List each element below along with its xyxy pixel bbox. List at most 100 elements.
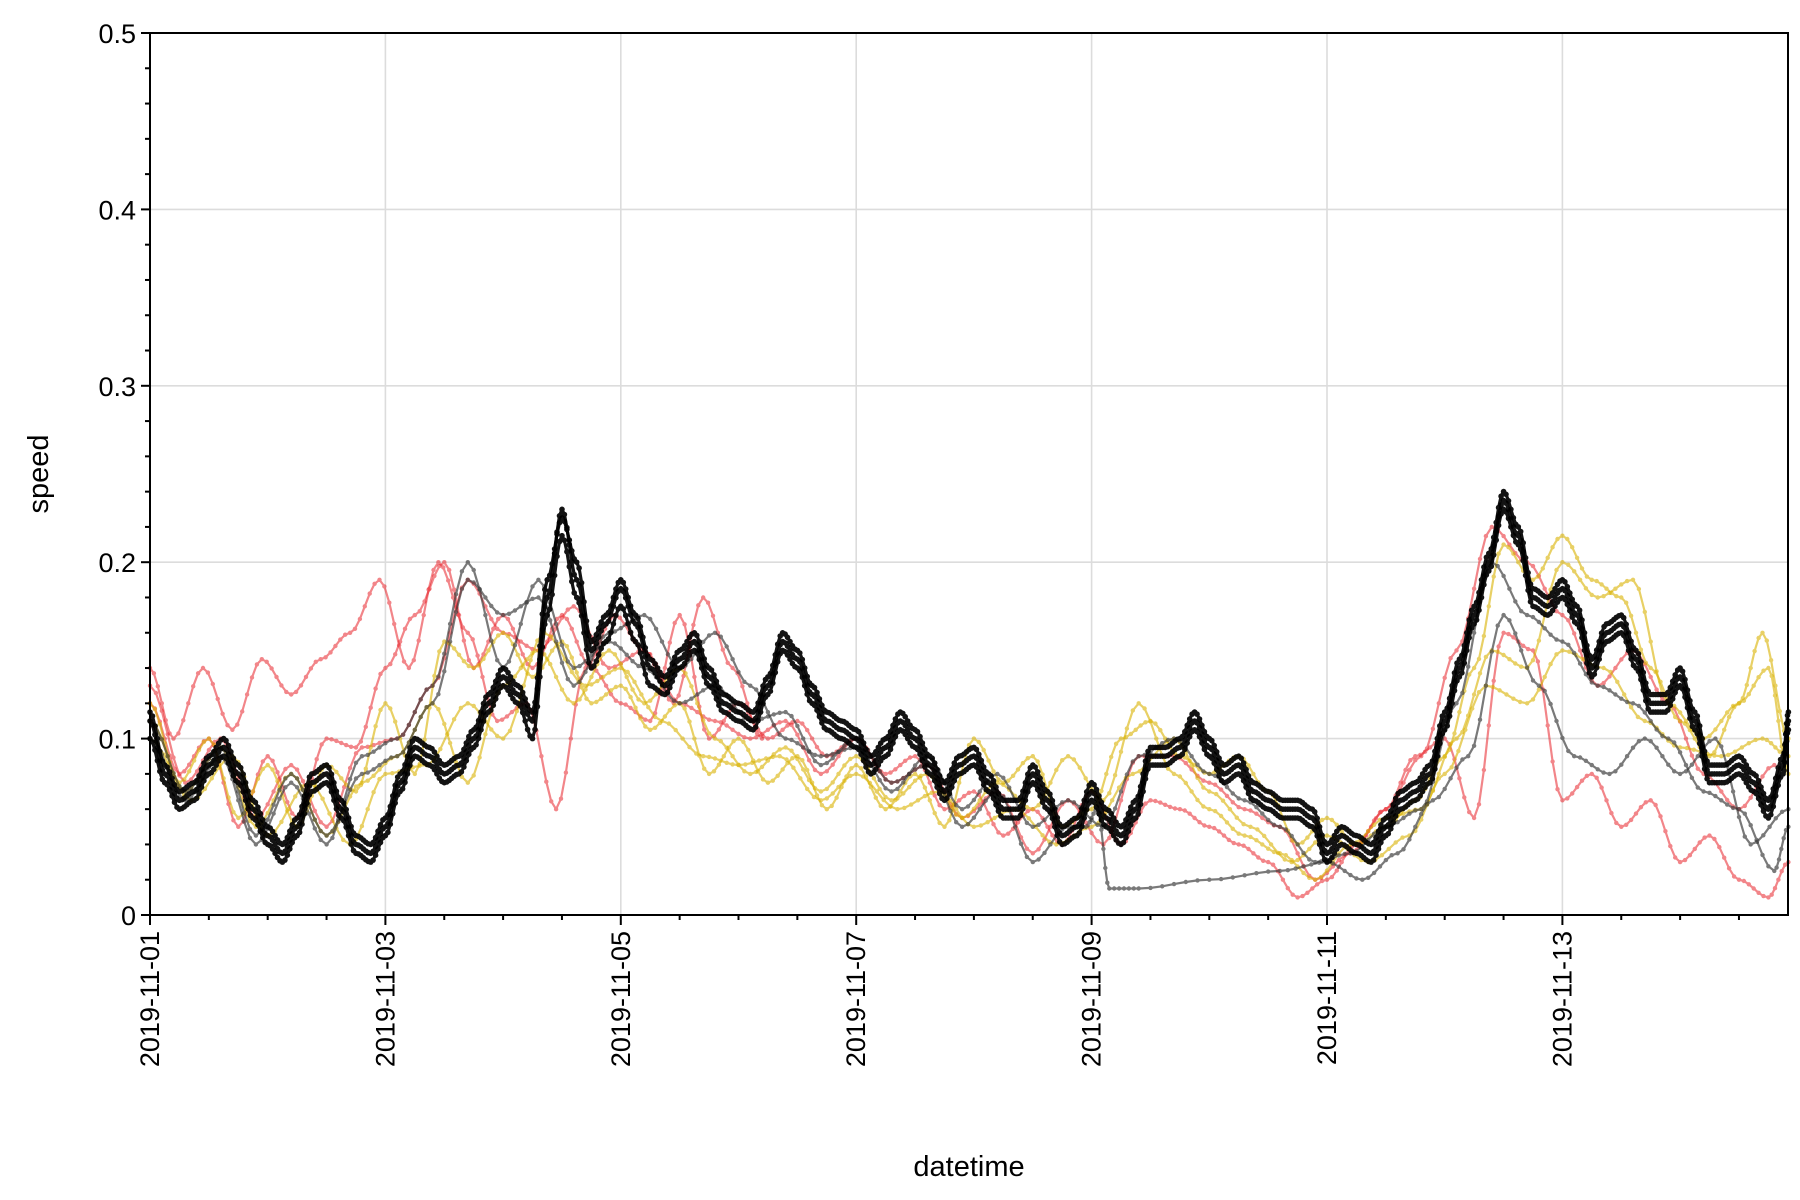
data-point	[673, 727, 678, 733]
data-point	[990, 777, 997, 784]
data-point	[589, 682, 594, 687]
data-point	[1751, 683, 1756, 688]
data-point	[1342, 851, 1347, 857]
data-point	[624, 652, 629, 657]
data-point	[524, 657, 529, 662]
data-point	[1336, 857, 1342, 863]
data-point	[694, 650, 700, 656]
data-point	[1764, 737, 1770, 743]
data-point	[318, 657, 323, 662]
data-point	[1331, 832, 1338, 839]
data-point	[407, 744, 413, 751]
data-point	[252, 817, 259, 823]
data-point	[581, 599, 587, 605]
data-point	[471, 580, 476, 585]
data-point	[971, 789, 977, 794]
data-point	[1182, 746, 1188, 753]
data-point	[965, 804, 971, 809]
data-point	[993, 802, 999, 808]
data-point	[1452, 731, 1457, 736]
data-point	[890, 740, 896, 746]
data-point	[854, 754, 859, 759]
data-point	[1160, 884, 1165, 889]
data-point	[459, 569, 465, 574]
data-point	[1471, 743, 1477, 748]
data-point	[1619, 762, 1624, 767]
data-point	[1477, 556, 1483, 562]
data-point	[1584, 574, 1590, 579]
data-point	[1295, 895, 1300, 900]
data-point	[1572, 569, 1577, 574]
data-point	[571, 590, 577, 596]
data-point	[1126, 886, 1132, 891]
data-point	[1584, 642, 1590, 649]
data-point	[954, 803, 959, 808]
data-point	[275, 770, 280, 775]
data-point	[1118, 736, 1124, 741]
data-point	[878, 803, 883, 809]
data-point	[1214, 791, 1219, 797]
data-point	[1419, 811, 1424, 817]
data-point	[171, 771, 176, 776]
data-point	[331, 779, 337, 786]
data-point	[1167, 804, 1173, 810]
data-point	[965, 813, 971, 818]
data-point	[1699, 735, 1705, 742]
data-point	[1507, 586, 1512, 591]
data-point	[569, 578, 575, 585]
data-point	[1154, 736, 1159, 741]
data-point	[1248, 834, 1253, 840]
data-point	[1701, 766, 1708, 772]
data-point	[1207, 877, 1212, 882]
data-point	[1540, 566, 1546, 571]
data-point	[194, 769, 200, 774]
data-point	[1741, 878, 1747, 884]
data-point	[1467, 672, 1472, 677]
data-point	[824, 760, 829, 766]
data-point	[895, 786, 900, 792]
data-point	[1110, 815, 1117, 821]
data-point	[1577, 648, 1583, 653]
data-point	[724, 723, 729, 728]
data-point	[1216, 829, 1222, 834]
data-point	[1148, 798, 1153, 803]
data-point	[1719, 718, 1724, 724]
data-point	[548, 661, 553, 667]
data-point	[576, 599, 582, 606]
data-point	[1451, 670, 1458, 676]
data-point	[1490, 684, 1496, 690]
data-point	[1530, 678, 1536, 683]
data-point	[1601, 684, 1606, 690]
data-point	[1417, 775, 1423, 781]
data-point	[571, 604, 576, 609]
data-point	[623, 702, 628, 707]
data-point	[1047, 791, 1053, 797]
data-point	[1236, 831, 1241, 836]
data-point	[492, 678, 499, 685]
data-point	[1216, 773, 1222, 779]
data-point	[1348, 872, 1353, 878]
data-point	[1012, 824, 1018, 829]
data-point	[1511, 551, 1516, 556]
data-point	[499, 717, 505, 722]
data-point	[1630, 745, 1636, 750]
data-point	[892, 733, 899, 740]
data-point	[1560, 533, 1565, 538]
data-point	[1572, 754, 1577, 759]
data-point	[406, 722, 412, 728]
data-point	[772, 669, 779, 676]
data-point	[1081, 815, 1087, 821]
data-point	[712, 718, 718, 724]
data-point	[706, 633, 712, 638]
data-point	[171, 755, 176, 760]
data-point	[358, 739, 364, 744]
data-point	[912, 778, 918, 783]
data-point	[1079, 823, 1085, 830]
data-point	[529, 709, 536, 715]
data-point	[569, 626, 574, 631]
data-point	[1462, 795, 1467, 800]
data-point	[348, 744, 354, 749]
data-point	[637, 650, 644, 656]
data-point	[912, 754, 918, 759]
data-point	[1607, 771, 1612, 777]
